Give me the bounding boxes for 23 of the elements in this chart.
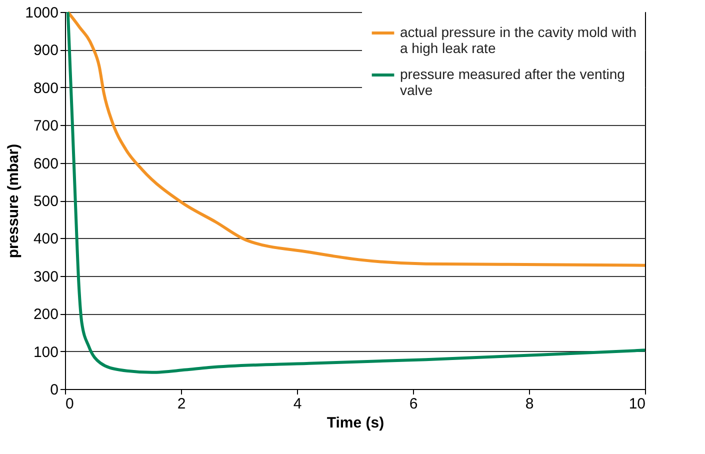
y-tick-label: 800 — [33, 80, 58, 97]
y-tick-label: 100 — [33, 344, 58, 361]
y-tick-label: 500 — [33, 193, 58, 210]
legend-label: pressure measured after the venting valve — [400, 66, 625, 98]
y-tick-label: 300 — [33, 268, 58, 286]
y-tick-label: 600 — [33, 155, 58, 172]
x-tick-label: 10 — [628, 396, 646, 412]
x-tick-label: 8 — [525, 396, 534, 412]
legend-label: actual pressure in the cavity mold with a high leak rate — [400, 24, 637, 56]
y-tick-label: 400 — [33, 230, 58, 248]
y-tick-label: 1000 — [25, 4, 58, 22]
y-tick-label: 0 — [50, 382, 58, 398]
line-series — [66, 10, 646, 374]
y-tick-label: 900 — [33, 42, 58, 60]
x-axis-title: Time (s) — [326, 414, 384, 432]
y-tick-label: 200 — [33, 306, 58, 324]
x-tick-label: 4 — [293, 396, 302, 412]
line-series — [66, 10, 646, 267]
x-tick-label: 0 — [66, 396, 74, 412]
x-tick-label: 6 — [409, 396, 418, 412]
x-tick-label: 2 — [177, 396, 186, 412]
y-axis-title: pressure (mbar) — [5, 144, 22, 258]
y-tick-label: 700 — [33, 118, 58, 135]
